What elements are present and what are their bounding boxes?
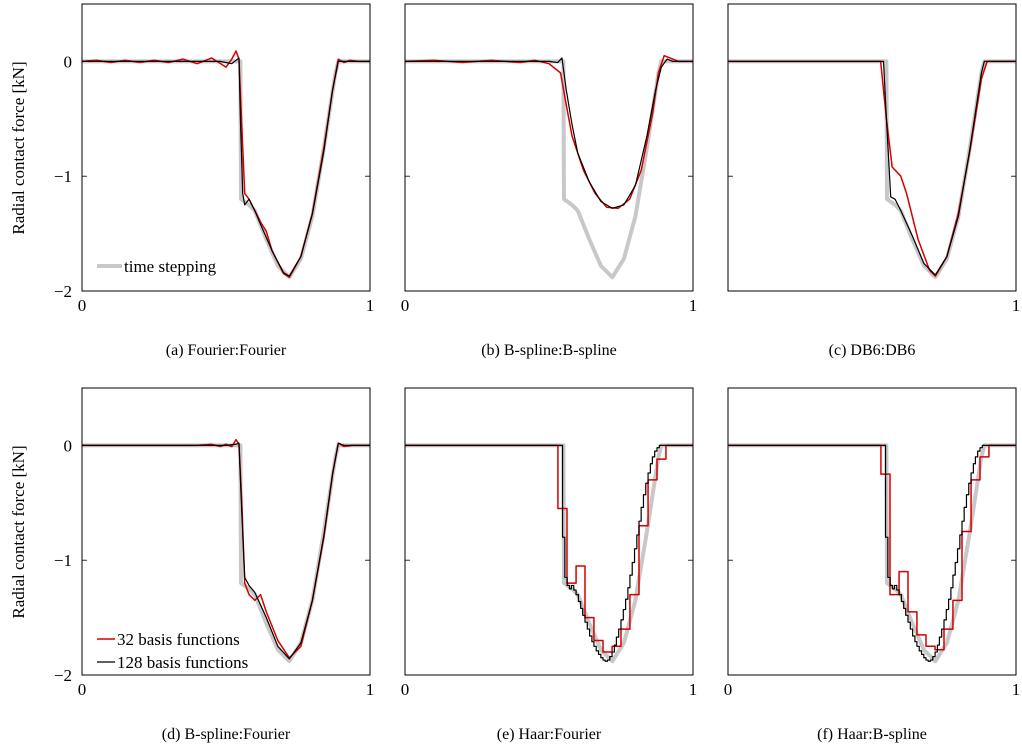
series-group (82, 50, 370, 280)
series-group (405, 54, 693, 280)
y-tick-label: 0 (64, 52, 73, 71)
series-line-s32 (728, 444, 1016, 651)
series-line-ts (405, 443, 693, 664)
series-line-s128 (728, 60, 1016, 276)
x-tick-label: 0 (724, 680, 733, 699)
y-tick-label: −2 (54, 282, 72, 301)
series-line-s128 (405, 444, 693, 662)
panel-caption: (d) B-spline:Fourier (162, 726, 291, 743)
series-line-s128 (82, 57, 370, 277)
panel-e: 0 1 (e) Haar:Fourier (401, 387, 698, 743)
legend-32-label: 32 basis functions (117, 630, 240, 649)
panel-b: 0 1 (b) B-spline:B-spline (401, 3, 698, 359)
panel-caption: (e) Haar:Fourier (497, 726, 602, 743)
x-tick-label: 1 (689, 296, 698, 315)
y-tick-label: 0 (64, 436, 73, 455)
series-line-s32 (405, 444, 693, 653)
x-tick-label: 1 (1012, 296, 1021, 315)
panel-caption: (b) B-spline:B-spline (481, 342, 617, 359)
series-line-ts (82, 443, 370, 664)
panel-caption: (f) Haar:B-spline (817, 726, 927, 743)
x-tick-label: 0 (78, 296, 87, 315)
legend-time-stepping-label: time stepping (124, 257, 217, 276)
series-group (728, 59, 1016, 280)
axes-frame (727, 387, 1017, 676)
axes-frame (404, 387, 694, 676)
legend-128-label: 128 basis functions (117, 653, 248, 672)
x-tick-label: 0 (401, 296, 410, 315)
legend-128: 128 basis functions (97, 653, 248, 672)
y-axis-label-bottom: Radial contact force [kN] (9, 445, 28, 618)
axes-frame (81, 387, 371, 676)
series-line-s32 (82, 50, 370, 278)
y-tick-label: −2 (54, 666, 72, 685)
x-tick-label: 1 (1012, 680, 1021, 699)
panel-c: 1 (c) DB6:DB6 (727, 3, 1021, 359)
x-tick-label: 0 (401, 680, 410, 699)
series-line-s32 (728, 60, 1016, 277)
x-tick-label: 1 (366, 680, 375, 699)
panel-a: 0 −1 −2 0 1 (a) Fourier:Fourier (54, 3, 375, 359)
legend-time-stepping: time stepping (97, 257, 217, 276)
axes-frame (727, 3, 1017, 292)
x-tick-label: 0 (78, 680, 87, 699)
series-line-ts (728, 59, 1016, 280)
series-line-ts (728, 443, 1016, 664)
axes-frame (81, 3, 371, 292)
x-tick-label: 1 (366, 296, 375, 315)
series-group (82, 438, 370, 664)
panel-caption: (a) Fourier:Fourier (166, 342, 287, 359)
series-line-ts (405, 59, 693, 280)
series-group (405, 443, 693, 664)
series-group (728, 443, 1016, 664)
axes-frame (404, 3, 694, 292)
series-line-s128 (728, 444, 1016, 662)
x-tick-label: 1 (689, 680, 698, 699)
series-line-s32 (82, 438, 370, 659)
y-axis-label-top: Radial contact force [kN] (9, 61, 28, 234)
panel-d: 0 −1 −2 0 1 (d) B-spline:Fourier (54, 387, 375, 743)
panel-caption: (c) DB6:DB6 (829, 342, 916, 359)
series-line-s128 (405, 57, 693, 209)
y-tick-label: −1 (54, 167, 72, 186)
legend-32: 32 basis functions (97, 630, 240, 649)
panel-f: 0 1 (f) Haar:B-spline (724, 387, 1021, 743)
series-line-s128 (82, 442, 370, 660)
series-line-ts (82, 59, 370, 280)
y-tick-label: −1 (54, 551, 72, 570)
